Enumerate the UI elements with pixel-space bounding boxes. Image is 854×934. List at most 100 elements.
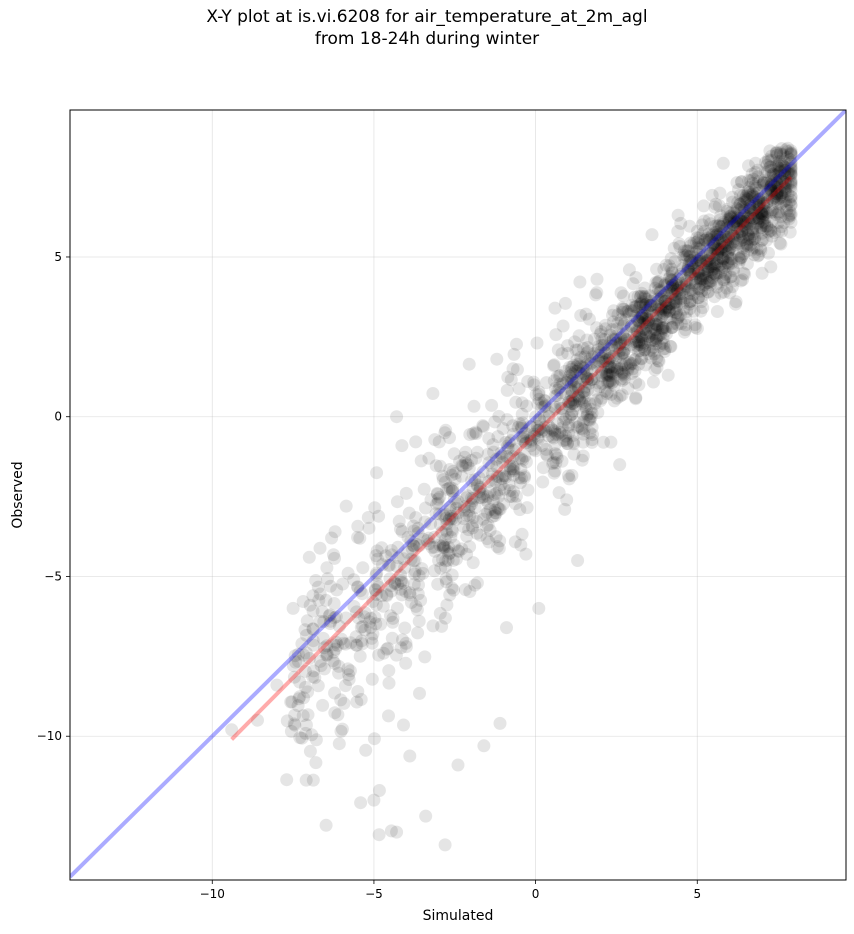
data-point xyxy=(665,265,679,279)
data-point xyxy=(515,421,529,435)
data-point xyxy=(666,285,680,298)
data-point xyxy=(459,456,473,470)
data-point xyxy=(714,266,728,279)
data-point xyxy=(529,410,543,424)
data-point xyxy=(656,320,669,334)
data-point xyxy=(431,496,445,510)
data-point xyxy=(742,215,756,229)
data-point xyxy=(573,392,586,406)
data-point xyxy=(397,552,411,566)
data-point xyxy=(590,272,604,286)
data-point xyxy=(702,213,716,227)
data-point xyxy=(706,236,720,250)
data-point xyxy=(463,509,477,523)
data-point xyxy=(758,165,772,179)
data-point xyxy=(394,568,408,582)
data-point xyxy=(711,246,725,260)
data-point xyxy=(735,224,749,238)
data-point xyxy=(531,432,545,446)
data-point xyxy=(436,541,450,555)
data-point xyxy=(765,149,779,163)
data-point xyxy=(662,301,676,315)
data-point xyxy=(368,583,382,596)
data-point xyxy=(445,568,459,582)
data-point xyxy=(726,228,740,242)
data-point xyxy=(683,295,697,309)
data-point xyxy=(752,192,766,206)
data-point xyxy=(755,234,768,248)
data-point xyxy=(506,427,520,441)
data-point xyxy=(592,354,606,368)
data-point xyxy=(773,171,787,185)
data-point xyxy=(418,650,432,664)
data-point xyxy=(726,262,740,276)
data-point xyxy=(403,749,417,763)
data-point xyxy=(419,809,433,823)
data-point xyxy=(700,239,714,253)
data-point xyxy=(443,512,457,526)
data-point xyxy=(536,475,550,489)
data-point xyxy=(351,611,365,625)
data-point xyxy=(642,301,656,315)
data-point xyxy=(771,225,785,239)
data-point xyxy=(717,217,731,231)
data-point xyxy=(327,597,341,610)
data-point xyxy=(514,471,528,485)
data-point xyxy=(359,743,373,757)
data-point xyxy=(306,634,320,648)
data-point xyxy=(745,233,759,247)
data-point xyxy=(745,204,759,218)
chart-title: X-Y plot at is.vi.6208 for air_temperatu… xyxy=(206,7,648,27)
data-point xyxy=(350,638,364,652)
data-point xyxy=(394,522,407,536)
data-point xyxy=(685,283,699,297)
data-point xyxy=(644,351,658,365)
data-point xyxy=(605,376,619,390)
data-point xyxy=(604,335,618,349)
data-point xyxy=(488,506,502,520)
data-point xyxy=(606,366,620,380)
x-axis-label: Simulated xyxy=(423,908,494,924)
data-point xyxy=(560,375,574,389)
data-point xyxy=(689,276,702,290)
data-point xyxy=(548,428,562,441)
data-point xyxy=(733,253,747,267)
data-point xyxy=(747,248,761,262)
data-point xyxy=(774,237,788,251)
data-point xyxy=(708,200,722,214)
data-point xyxy=(690,322,704,335)
data-point xyxy=(700,256,714,270)
data-point xyxy=(293,884,306,897)
data-point xyxy=(447,492,461,506)
data-point xyxy=(703,252,717,266)
data-point xyxy=(399,636,413,650)
data-point xyxy=(473,480,487,494)
data-point xyxy=(617,372,631,386)
data-point xyxy=(610,361,624,375)
data-point xyxy=(747,212,761,226)
data-point xyxy=(712,266,725,279)
data-point xyxy=(723,240,737,254)
data-point xyxy=(752,248,766,262)
data-point xyxy=(633,328,646,342)
data-point xyxy=(753,195,766,209)
data-point xyxy=(595,365,609,379)
data-point xyxy=(661,278,675,292)
data-point xyxy=(692,266,706,280)
data-point xyxy=(650,318,664,332)
data-point xyxy=(757,174,771,188)
data-point xyxy=(479,493,492,507)
data-point xyxy=(541,449,554,463)
data-point xyxy=(683,265,696,279)
data-point xyxy=(622,355,636,369)
data-point xyxy=(714,231,728,245)
data-point xyxy=(301,708,315,722)
data-point xyxy=(590,393,604,407)
data-point xyxy=(299,718,313,732)
data-point xyxy=(466,511,480,525)
data-point xyxy=(466,427,480,441)
data-point xyxy=(784,163,798,177)
regression-line xyxy=(230,175,793,741)
data-point xyxy=(737,247,751,261)
